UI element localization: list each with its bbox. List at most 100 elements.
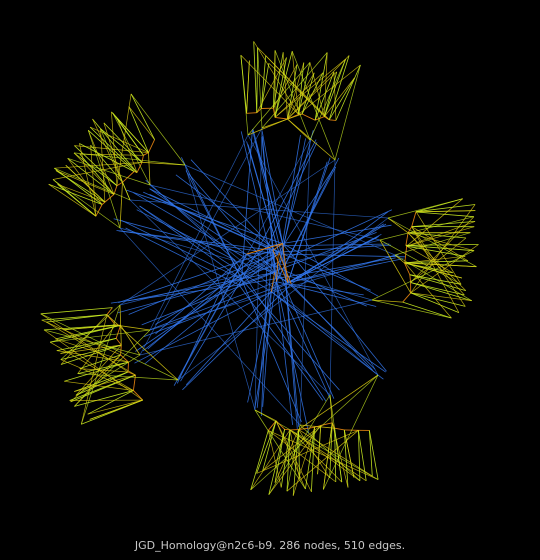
cluster-fan-edge [408,232,467,239]
hub-edge [133,192,289,283]
cluster-fan-edge [79,143,97,217]
cross-edge [149,184,381,241]
cluster-fan-edge [406,198,463,247]
cross-edge [119,159,336,306]
cluster-fan-edge [128,106,155,140]
cluster-fan-edge [100,128,106,203]
cluster-fan-edge [90,144,123,183]
cluster-fan-edge [335,64,361,121]
hub-edge [271,291,386,373]
cluster-fan-edge [274,58,346,118]
cluster-fan-edge [291,51,336,161]
cluster-fan-edge [369,430,373,477]
hub-edge [141,272,275,326]
cluster-fan-edge [88,130,135,172]
cluster-fan-edge [268,429,285,495]
cluster-fan-edge [298,62,305,115]
hub-edge [271,291,384,380]
cluster-fan-edge [257,47,263,129]
cluster-fan-edge [48,184,97,217]
hub-edge [241,130,253,280]
hub-edge [139,205,272,293]
cluster-fan-edge [130,93,186,166]
cluster-fan-edge [411,226,460,313]
cluster-fan-edge [287,62,305,120]
hub-edge [149,194,279,253]
cluster-fan-edge [379,216,474,241]
cluster-fan-edge [87,390,134,415]
cluster-inner-edge [115,325,122,339]
cluster-fan-edge [54,167,131,201]
cluster-fan-edge [250,430,269,491]
cluster-fan-edge [55,324,121,340]
hub-edge [175,174,280,253]
cluster-fan-edge [407,232,465,296]
cluster-fan-edge [301,72,315,115]
cluster-fan-edge [407,232,467,291]
cluster-fan-edge [250,429,291,491]
hub-edge [276,281,331,400]
cluster-fan-edge [328,77,355,121]
cluster-fan-edge [111,111,118,186]
cluster-fan-edge [410,292,466,307]
cluster-fan-edge [40,313,179,381]
cluster-fan-edge [43,329,143,401]
cluster-fan-edge [246,60,250,114]
cross-edge [119,227,373,301]
cluster-inner-edge [301,113,316,121]
cluster-fan-edge [256,429,359,474]
cluster-fan-edge [416,204,476,213]
cluster-fan-edge [415,211,462,285]
hub-edge [149,281,277,331]
cluster-fan-edge [256,420,277,474]
cluster-inner-edge [101,201,106,205]
cluster-fan-edge [323,374,379,490]
cluster-fan-edge [43,324,116,331]
cluster-fan-edge [262,420,277,471]
cluster-inner-edge [122,171,135,183]
cluster-fan-edge [60,344,122,354]
cluster-link-edge [120,325,141,356]
cluster-fan-edge [52,179,121,229]
cluster-link-edge [371,299,403,303]
hub-edge [144,253,279,365]
cluster-fan-edge [289,429,300,479]
cluster-fan-edge [387,198,463,219]
cluster-inner-edge [120,354,129,363]
hub-edge [139,205,242,280]
cluster-fan-edge [394,232,471,256]
cluster-fan-edge [87,130,115,195]
hub-edge [149,188,268,247]
cluster-fan-edge [60,359,134,391]
cross-edge [254,127,263,411]
cluster-fan-edge [275,420,306,490]
cluster-fan-edge [314,71,335,121]
cluster-fan-edge [60,314,108,365]
cluster-fan-edge [334,64,361,161]
hub-edge [254,281,277,410]
cluster-fan-edge [298,64,361,115]
hub-edge [126,189,283,244]
cluster-link-edge [115,324,151,331]
core-orange-edge [282,243,289,283]
cluster-fan-edge [74,390,134,407]
cross-edge [149,254,396,331]
cluster-fan-edge [48,183,103,205]
cross-edge [149,184,379,376]
hub-edge [282,243,300,427]
cluster-fan-edge [358,430,367,481]
cluster-inner-edge [106,307,113,315]
cluster-fan-edge [409,274,466,291]
hub-edge [136,209,235,261]
core-edges [110,127,405,434]
cluster-fan-edge [73,152,118,187]
hub-edge [238,232,377,286]
core-orange-edge [246,243,283,255]
cluster-fan-edge [60,344,122,365]
hub-edge [267,224,392,247]
cluster-fan-edge [261,52,328,129]
cluster-fan-edge [46,321,136,376]
cluster-link-edge [387,217,409,234]
cluster-inner-edge [133,390,144,401]
hub-edge [185,291,272,386]
